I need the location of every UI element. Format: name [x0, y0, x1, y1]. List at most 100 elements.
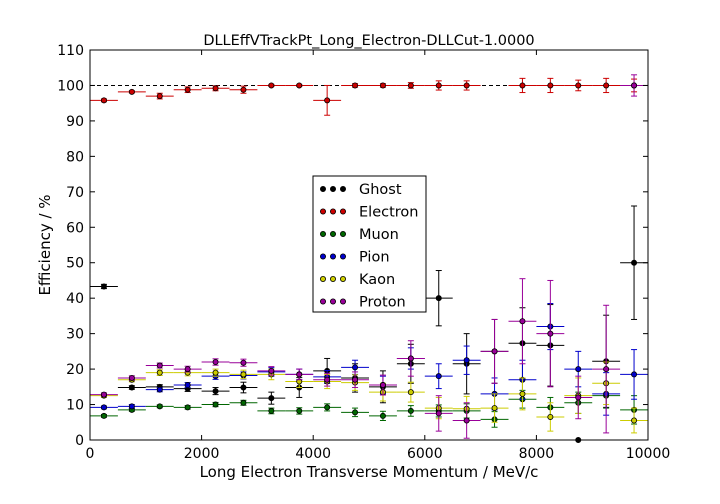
data-point [100, 412, 107, 419]
data-point [491, 405, 498, 412]
legend-label: Electron [359, 205, 418, 221]
series-electron [90, 77, 648, 116]
data-point [296, 407, 303, 414]
data-point [352, 364, 359, 371]
data-point [407, 389, 414, 396]
data-point [547, 330, 554, 337]
data-point [296, 82, 303, 89]
x-tick-label: 6000 [407, 446, 443, 462]
legend-box [312, 175, 427, 313]
x-tick-label: 4000 [295, 446, 331, 462]
data-point [156, 403, 163, 410]
data-point [240, 86, 247, 93]
data-point [324, 97, 331, 104]
data-point [240, 384, 247, 391]
data-point [156, 362, 163, 369]
legend-label: Pion [359, 250, 390, 266]
legend-marker [339, 185, 346, 192]
x-tick-label: 8000 [519, 446, 555, 462]
data-point [407, 355, 414, 362]
data-point [407, 82, 414, 89]
legend-marker [319, 230, 326, 237]
series-proton [90, 74, 648, 439]
legend-label: Ghost [359, 182, 402, 198]
legend-marker [319, 208, 326, 215]
legend-marker [329, 253, 336, 260]
data-point [463, 357, 470, 364]
y-tick-label: 50 [66, 256, 84, 272]
legend-label: Muon [359, 227, 399, 243]
data-point [100, 391, 107, 398]
data-point [631, 371, 638, 378]
legend: Ghost Electron Muon Pion Kaon Proton [312, 175, 427, 313]
legend-item-proton: Proton [319, 295, 406, 311]
data-point [463, 82, 470, 89]
data-point [435, 82, 442, 89]
data-point [156, 369, 163, 376]
data-point [212, 388, 219, 395]
legend-item-muon: Muon [319, 227, 399, 243]
data-point [575, 82, 582, 89]
data-point [296, 371, 303, 378]
data-point [184, 366, 191, 373]
data-point [324, 376, 331, 383]
data-point [603, 82, 610, 89]
legend-marker [329, 230, 336, 237]
data-point [100, 283, 107, 290]
data-point [407, 407, 414, 414]
chart-title: DLLEffVTrackPt_Long_Electron-DLLCut-1.00… [203, 33, 534, 49]
data-point [100, 404, 107, 411]
data-point [547, 82, 554, 89]
legend-marker [329, 185, 336, 192]
data-point [575, 394, 582, 401]
x-tick-label: 10000 [626, 446, 671, 462]
data-point [463, 417, 470, 424]
data-point [631, 417, 638, 424]
data-point [575, 366, 582, 373]
y-tick-label: 30 [66, 327, 84, 343]
chart-ticks: 0 2000 4000 6000 8000 10000 0 10 20 30 40 50 60 70 80 9… [57, 43, 670, 462]
legend-marker [329, 298, 336, 305]
data-point [268, 395, 275, 402]
data-point [519, 318, 526, 325]
data-point [519, 82, 526, 89]
legend-item-kaon: Kaon [319, 272, 395, 288]
x-axis-label: Long Electron Transverse Momentum / MeV/… [200, 463, 539, 481]
data-point [128, 88, 135, 95]
data-point [631, 82, 638, 89]
legend-marker [319, 275, 326, 282]
legend-marker [329, 275, 336, 282]
data-point [184, 86, 191, 93]
data-point [268, 407, 275, 414]
data-point [435, 295, 442, 302]
data-point [324, 404, 331, 411]
data-point [631, 259, 638, 266]
data-point [603, 366, 610, 373]
legend-item-pion: Pion [319, 250, 390, 266]
y-tick-label: 80 [66, 149, 84, 165]
data-point [379, 412, 386, 419]
y-tick-label: 100 [57, 78, 84, 94]
data-point [240, 399, 247, 406]
series-pion [90, 303, 648, 416]
data-point [519, 390, 526, 397]
data-point [128, 384, 135, 391]
data-point [240, 359, 247, 366]
data-point [435, 410, 442, 417]
data-point [352, 82, 359, 89]
legend-marker [339, 298, 346, 305]
y-tick-label: 110 [57, 43, 84, 59]
data-point [379, 382, 386, 389]
data-point [547, 413, 554, 420]
data-point [184, 382, 191, 389]
legend-marker [329, 208, 336, 215]
legend-marker [319, 185, 326, 192]
data-point [268, 82, 275, 89]
legend-item-ghost: Ghost [319, 182, 402, 198]
x-tick-label: 0 [86, 446, 95, 462]
data-point [100, 97, 107, 104]
y-tick-label: 0 [75, 433, 84, 449]
y-axis-label: Efficiency / % [36, 194, 54, 295]
data-point [184, 404, 191, 411]
